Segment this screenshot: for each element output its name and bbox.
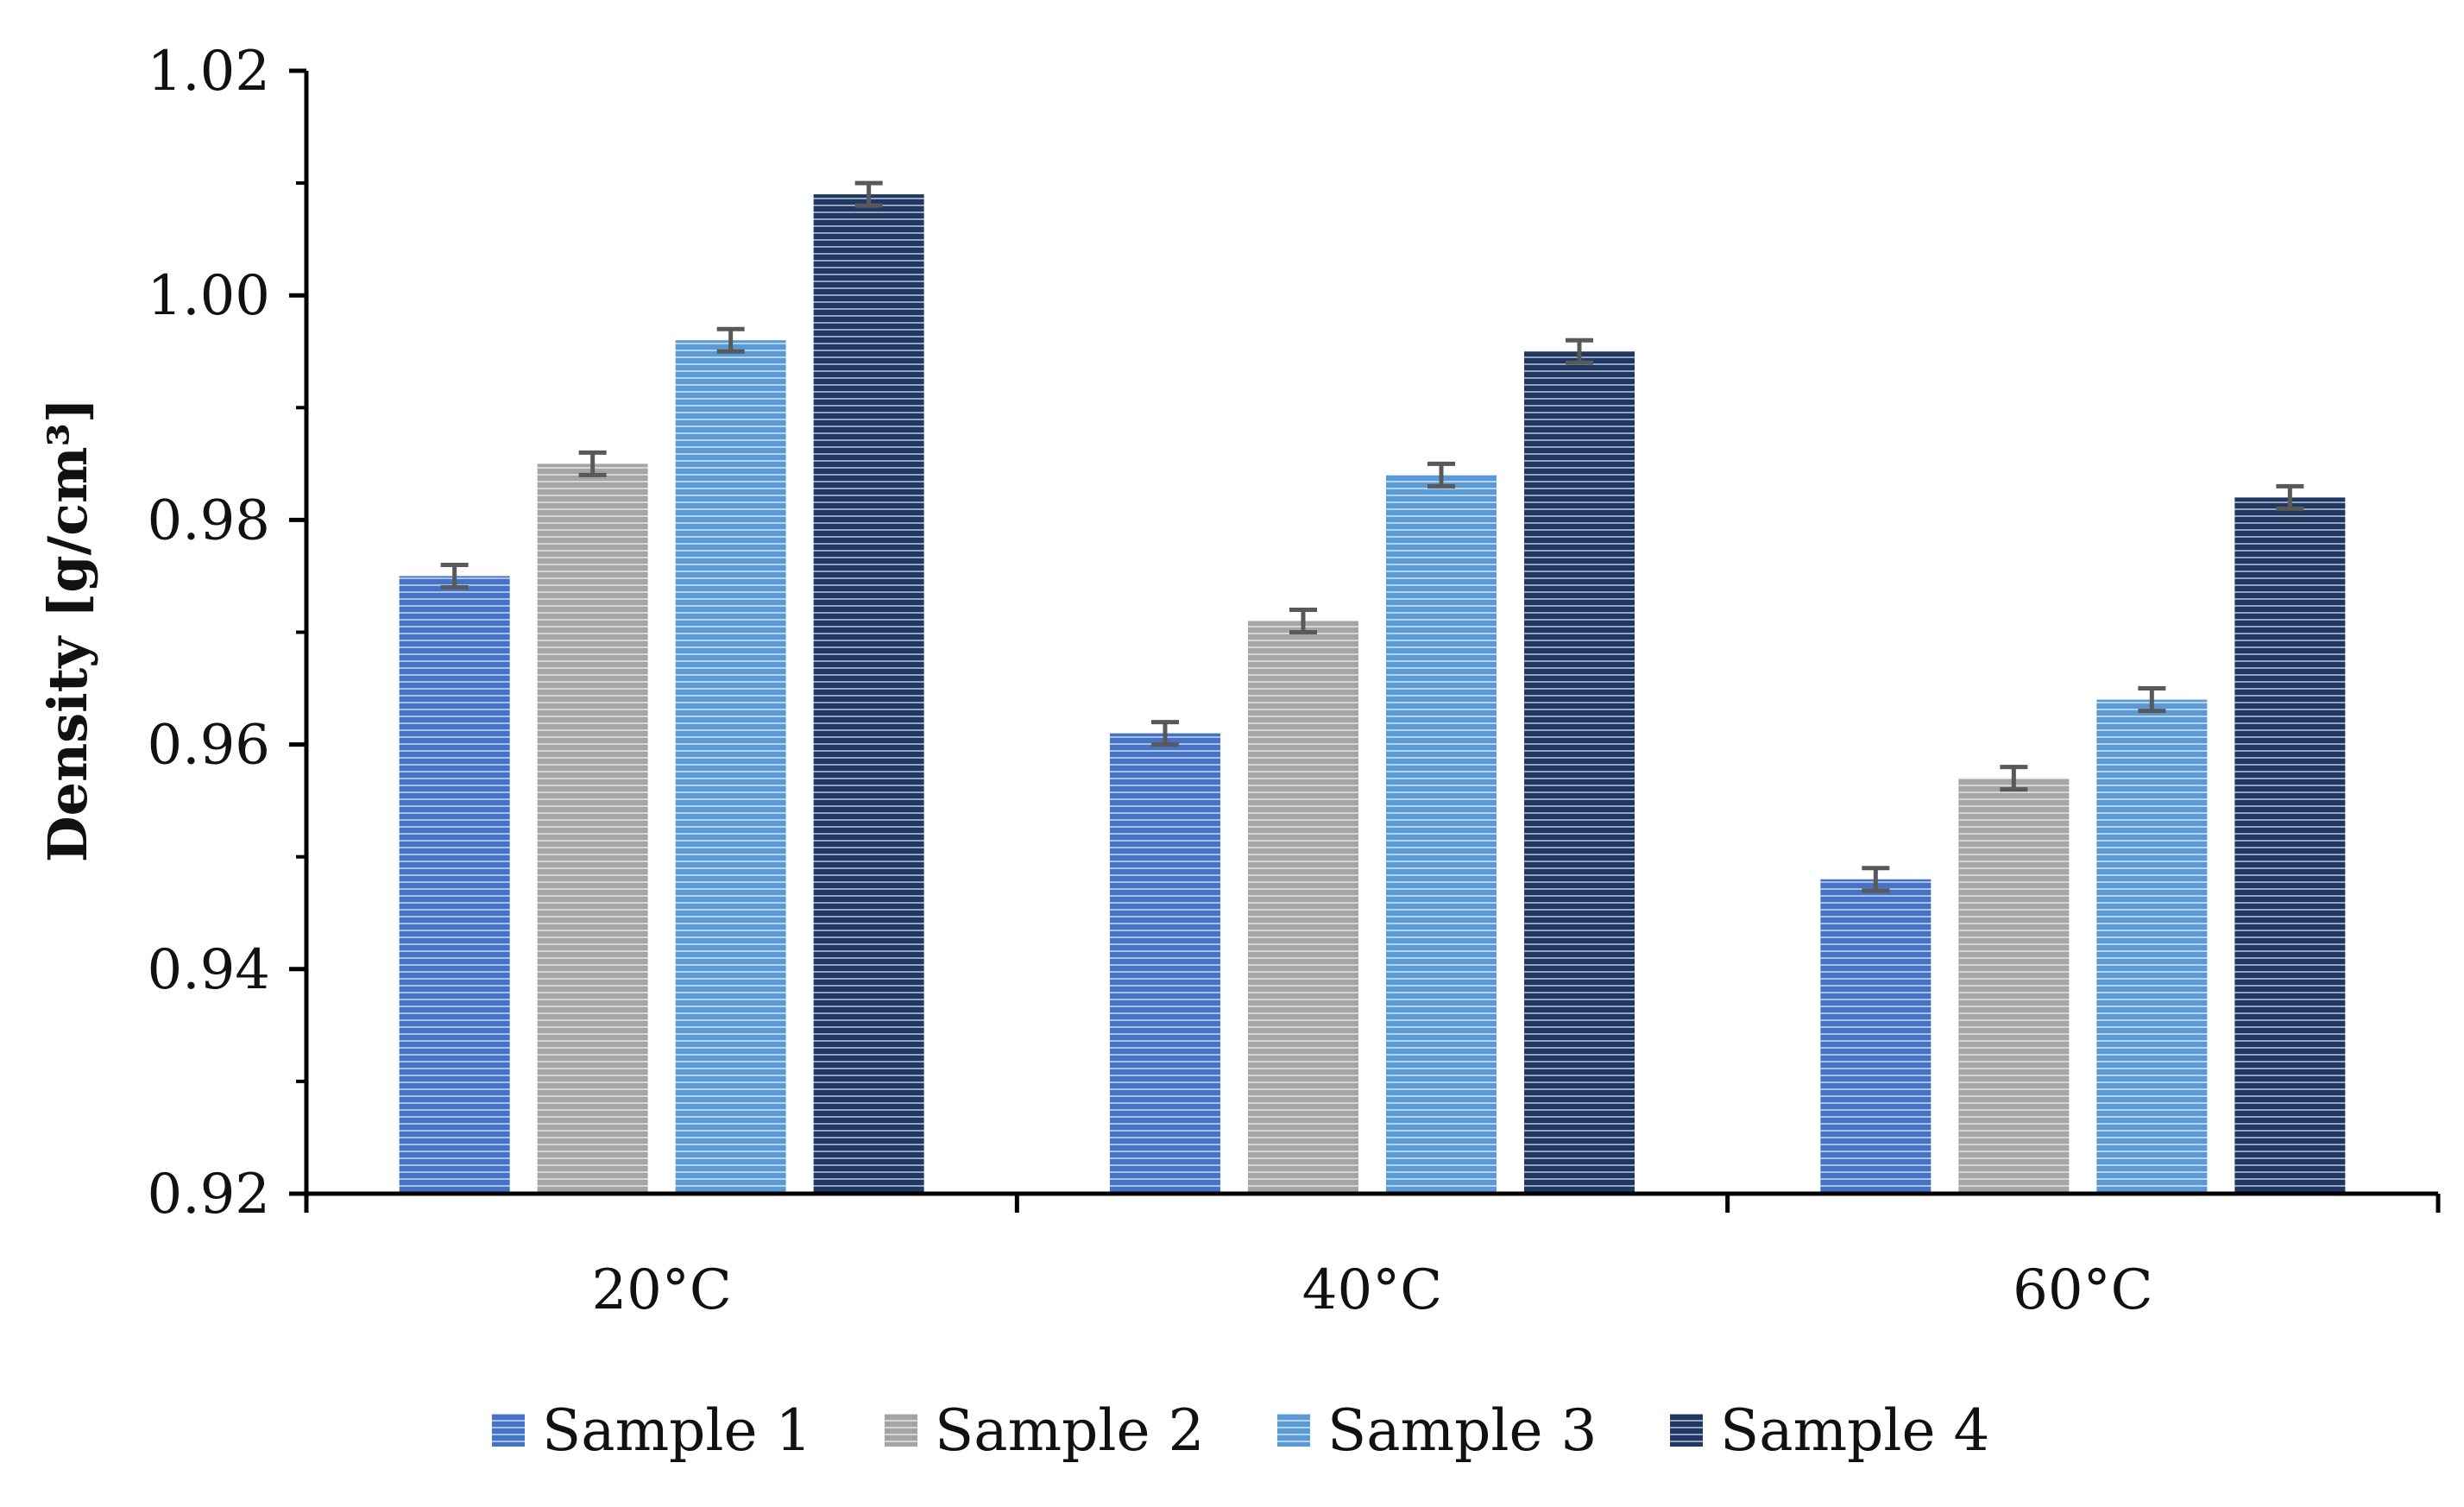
error-bar	[2138, 686, 2166, 714]
legend-label: Sample 2	[935, 1397, 1205, 1464]
legend-item-sample-1: Sample 1	[492, 1397, 812, 1464]
bars-layer	[399, 194, 2346, 1195]
legend-item-sample-4: Sample 4	[1670, 1397, 1990, 1464]
error-bar	[578, 450, 607, 477]
error-bar	[440, 562, 469, 590]
error-bar	[716, 326, 745, 354]
y-tick-label: 0.96	[148, 714, 271, 778]
bar-sample-1-2	[1820, 879, 1931, 1194]
error-bars-layer	[440, 180, 2304, 893]
error-bar	[854, 180, 883, 208]
bar-sample-3-0	[675, 340, 786, 1194]
bar-sample-1-0	[399, 576, 510, 1194]
y-tick-label: 0.98	[148, 489, 271, 552]
legend-swatch	[1670, 1414, 1703, 1447]
bar-sample-3-1	[1386, 475, 1497, 1194]
y-tick-label: 0.92	[148, 1163, 271, 1226]
ticks-layer: 0.92 0.94 0.96 0.98 1.00 1.02 20°C 40°C 60°C	[148, 40, 2153, 1322]
error-bar	[1566, 337, 1593, 365]
y-tick-label: 0.94	[148, 938, 271, 1002]
x-tick-label: 40°C	[1302, 1258, 1442, 1322]
legend-swatch	[1277, 1414, 1310, 1447]
x-tick-label: 60°C	[2013, 1258, 2152, 1322]
bar-sample-1-1	[1110, 733, 1220, 1194]
error-bar	[1289, 607, 1317, 634]
legend-label: Sample 3	[1327, 1397, 1598, 1464]
legend-item-sample-3: Sample 3	[1277, 1397, 1598, 1464]
error-bar	[2276, 483, 2304, 511]
axes-layer	[289, 68, 2441, 1213]
legend-label: Sample 1	[542, 1397, 812, 1464]
legend-swatch	[492, 1414, 525, 1447]
legend: Sample 1 Sample 2 Sample 3 Sample 4	[492, 1397, 1990, 1464]
bar-sample-4-2	[2234, 497, 2346, 1194]
error-bar	[1151, 720, 1179, 747]
y-tick-label: 1.02	[148, 40, 271, 104]
x-tick-label: 20°C	[591, 1258, 731, 1322]
bar-sample-3-2	[2096, 699, 2208, 1194]
bar-sample-2-2	[1958, 778, 2070, 1194]
y-axis-title: Density [g/cm³]	[36, 398, 99, 862]
legend-swatch	[885, 1414, 917, 1447]
error-bar	[1862, 866, 1890, 893]
y-tick-label: 1.00	[148, 264, 271, 328]
legend-item-sample-2: Sample 2	[885, 1397, 1205, 1464]
legend-label: Sample 4	[1720, 1397, 1990, 1464]
bar-sample-2-1	[1248, 621, 1358, 1194]
error-bar	[2000, 765, 2028, 792]
bar-sample-2-0	[537, 463, 648, 1194]
bar-sample-4-0	[813, 194, 924, 1195]
error-bar	[1427, 461, 1455, 489]
bar-sample-4-1	[1524, 351, 1635, 1194]
